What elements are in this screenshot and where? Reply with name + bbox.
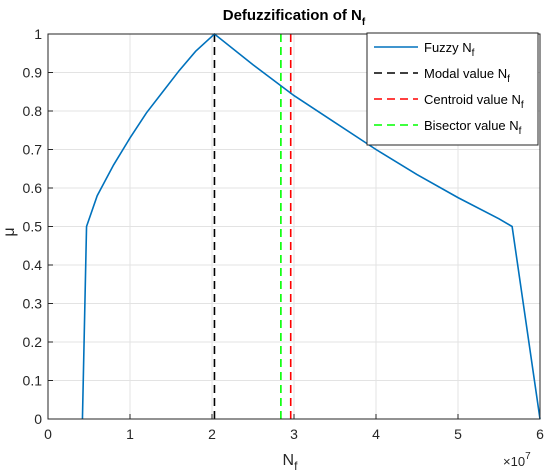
y-tick-label: 0.8 — [23, 103, 43, 119]
legend: Fuzzy Nf Modal value Nf Centroid value Nf B… — [366, 32, 539, 146]
x-tick-label: 3 — [290, 426, 298, 442]
x-tick-label: 1 — [126, 426, 134, 442]
legend-label-0: Fuzzy Nf — [424, 40, 475, 59]
x-axis-label: Nf — [283, 452, 299, 473]
y-tick-label: 0.1 — [23, 373, 43, 389]
y-tick-label: 0.4 — [23, 257, 43, 273]
legend-label-2: Centroid value Nf — [424, 92, 524, 111]
legend-label-3: Bisector value Nf — [424, 118, 522, 137]
x-tick-label: 2 — [208, 426, 216, 442]
y-tick-label: 0 — [34, 411, 42, 427]
ticks: 0 1 2 3 4 5 6 0 0.1 0.2 0.3 0.4 0.5 0.6 0.7 0.8 0.9 1 — [23, 26, 545, 442]
y-tick-label: 0.7 — [23, 142, 43, 158]
x-tick-label: 5 — [454, 426, 462, 442]
x-tick-label: 4 — [372, 426, 380, 442]
chart-title: Defuzzification of Nf — [223, 7, 366, 28]
x-tick-label: 0 — [44, 426, 52, 442]
y-axis-label: μ — [1, 227, 18, 236]
y-tick-label: 0.3 — [23, 296, 43, 312]
y-tick-label: 0.2 — [23, 334, 43, 350]
y-tick-label: 0.6 — [23, 180, 43, 196]
x-exponent-label: ×107 — [503, 451, 531, 469]
legend-box — [366, 32, 539, 146]
y-tick-label: 0.5 — [23, 219, 43, 235]
legend-label-1: Modal value Nf — [424, 66, 510, 85]
y-tick-label: 0.9 — [23, 65, 43, 81]
x-tick-label: 6 — [536, 426, 544, 442]
y-tick-label: 1 — [34, 26, 42, 42]
